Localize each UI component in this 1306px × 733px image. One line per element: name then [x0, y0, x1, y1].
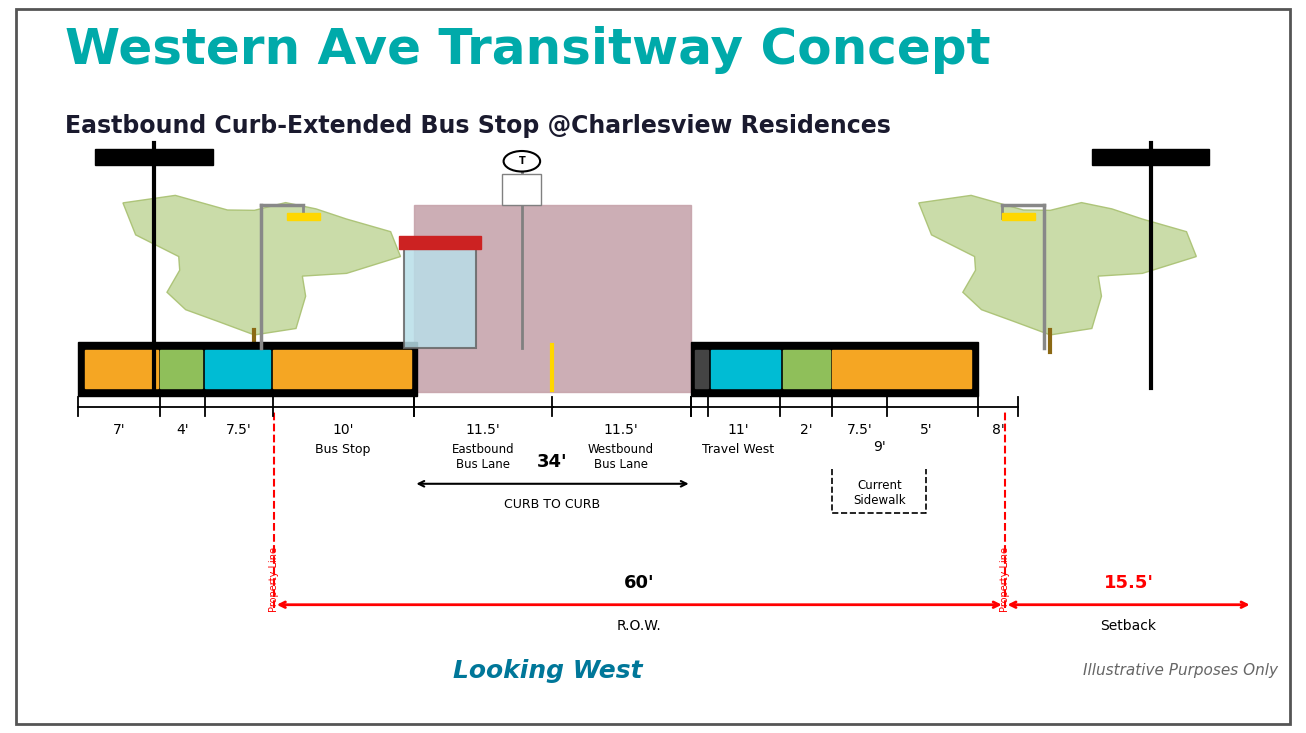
Text: Looking West: Looking West [453, 659, 643, 682]
Bar [78, 342, 418, 396]
Text: Property Line: Property Line [269, 547, 279, 611]
Text: 5': 5' [919, 423, 932, 437]
Text: 7.5': 7.5' [846, 423, 872, 437]
Bar [832, 350, 970, 388]
Bar [782, 350, 829, 388]
Bar [161, 350, 202, 388]
Bar [273, 350, 411, 388]
Text: Eastbound
Bus Lane: Eastbound Bus Lane [452, 443, 515, 471]
Text: 10': 10' [332, 423, 354, 437]
Bar [414, 205, 691, 392]
Bar [1002, 213, 1034, 220]
Bar [691, 342, 978, 396]
Text: 9': 9' [872, 441, 885, 454]
PathPatch shape [918, 196, 1196, 335]
Text: 11': 11' [727, 423, 750, 437]
Text: CURB TO CURB: CURB TO CURB [504, 498, 601, 512]
Text: 7.5': 7.5' [226, 423, 252, 437]
Text: 7': 7' [114, 423, 125, 437]
Text: 11.5': 11.5' [465, 423, 500, 437]
Bar [710, 350, 780, 388]
Bar [85, 350, 158, 388]
Text: Eastbound Curb-Extended Bus Stop @Charlesview Residences: Eastbound Curb-Extended Bus Stop @Charle… [65, 114, 891, 138]
Bar [205, 350, 270, 388]
Text: 8': 8' [991, 423, 1004, 437]
Text: 15.5': 15.5' [1104, 573, 1153, 592]
Text: 11.5': 11.5' [603, 423, 639, 437]
Text: Setback: Setback [1101, 619, 1157, 633]
Text: 34': 34' [537, 452, 568, 471]
Bar [695, 350, 708, 388]
Bar [503, 174, 542, 205]
Bar [95, 149, 213, 165]
Text: Bus Stop: Bus Stop [316, 443, 371, 457]
Text: Property Line: Property Line [999, 547, 1010, 611]
Circle shape [504, 151, 541, 172]
PathPatch shape [123, 196, 401, 335]
Text: R.O.W.: R.O.W. [616, 619, 662, 633]
Bar [1092, 149, 1209, 165]
Text: 4': 4' [176, 423, 189, 437]
Text: Current
Sidewalk: Current Sidewalk [853, 479, 905, 507]
Bar [400, 236, 482, 249]
Text: Western Ave Transitway Concept: Western Ave Transitway Concept [65, 26, 991, 73]
Text: 2': 2' [801, 423, 812, 437]
Text: 60': 60' [624, 573, 654, 592]
Text: Illustrative Purposes Only: Illustrative Purposes Only [1083, 663, 1279, 678]
Text: Travel West: Travel West [703, 443, 774, 457]
Text: Westbound
Bus Lane: Westbound Bus Lane [588, 443, 654, 471]
Bar [405, 249, 477, 348]
Bar [287, 213, 320, 220]
Text: T: T [518, 156, 525, 166]
